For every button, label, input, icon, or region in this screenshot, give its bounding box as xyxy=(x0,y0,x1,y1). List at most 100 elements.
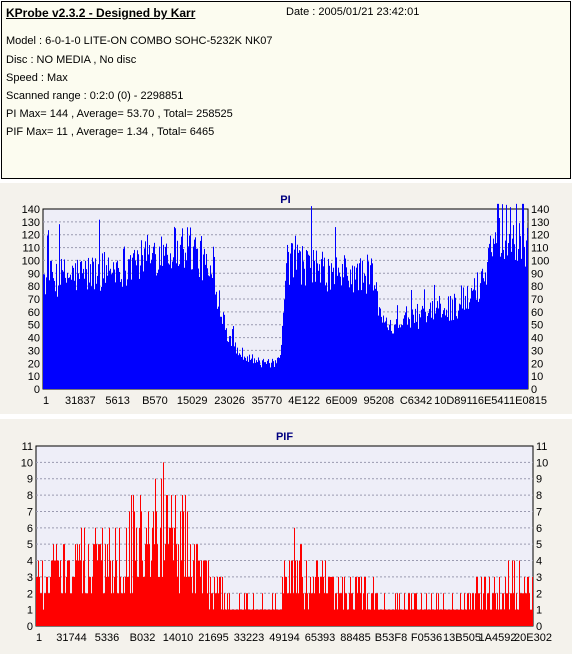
pif-bar xyxy=(296,593,297,626)
pif-bar xyxy=(292,560,293,626)
pif-bar xyxy=(176,544,177,626)
pif-bar xyxy=(424,609,425,626)
pi-bar xyxy=(446,309,447,389)
pi-bar xyxy=(136,265,137,389)
pif-bar xyxy=(523,593,524,626)
pi-bar xyxy=(292,243,293,389)
pif-bar xyxy=(359,576,360,626)
pif-bar xyxy=(525,593,526,626)
pi-xtick: 1 xyxy=(43,395,49,407)
pif-bar xyxy=(293,593,294,626)
pif-bar xyxy=(332,576,333,626)
pi-xtick: 35770 xyxy=(252,395,283,407)
pif-bar xyxy=(88,544,89,626)
pi-bar xyxy=(518,248,519,389)
pif-bar xyxy=(271,609,272,626)
pi-bar xyxy=(466,308,467,389)
pi-bar xyxy=(154,242,155,389)
pif-bar xyxy=(511,593,512,626)
pi-xtick: 10D891 xyxy=(434,395,473,407)
pif-bar xyxy=(371,593,372,626)
pi-bar xyxy=(441,317,442,389)
pif-bar xyxy=(402,609,403,626)
pif-bar xyxy=(144,576,145,626)
pi-bar xyxy=(295,235,296,389)
pif-bar xyxy=(137,576,138,626)
pif-bar xyxy=(265,609,266,626)
pif-bar xyxy=(39,576,40,626)
pi-bar xyxy=(219,290,220,389)
pi-ytick-right: 80 xyxy=(531,281,543,293)
pi-bar xyxy=(239,353,240,389)
pif-ytick-left: 6 xyxy=(27,523,33,535)
pif-bar xyxy=(357,593,358,626)
pif-bar xyxy=(217,576,218,626)
pif-bar xyxy=(234,609,235,626)
pi-bar xyxy=(157,272,158,389)
pif-bar xyxy=(226,609,227,626)
pif-bar xyxy=(134,511,135,626)
pif-xtick: 5336 xyxy=(95,632,119,644)
pif-bar xyxy=(242,609,243,626)
pif-bar xyxy=(489,576,490,626)
pif-bar xyxy=(65,593,66,626)
pi-bar xyxy=(276,363,277,389)
pif-bar xyxy=(100,544,101,626)
pif-bar xyxy=(157,544,158,626)
pif-bar xyxy=(429,609,430,626)
pi-bar xyxy=(159,246,160,389)
pi-bar xyxy=(381,316,382,389)
pif-bar xyxy=(379,609,380,626)
pif-bar xyxy=(422,609,423,626)
pif-bar xyxy=(95,527,96,626)
pif-bar xyxy=(211,593,212,626)
pi-bar xyxy=(364,273,365,389)
pi-bar xyxy=(465,295,466,389)
pi-bar xyxy=(81,261,82,389)
pi-bar xyxy=(222,323,223,389)
pi-bar xyxy=(52,271,53,389)
pif-xtick: 49194 xyxy=(269,632,300,644)
pi-bar xyxy=(85,260,86,389)
pif-bar xyxy=(510,593,511,626)
pi-bar xyxy=(299,250,300,389)
pif-bar xyxy=(421,593,422,626)
pif-bar xyxy=(251,609,252,626)
pif-bar xyxy=(46,576,47,626)
pif-bar xyxy=(229,593,230,626)
pi-bar xyxy=(296,269,297,389)
pi-ytick-left: 30 xyxy=(28,345,40,357)
pif-bar xyxy=(216,593,217,626)
pi-bar xyxy=(151,259,152,389)
pi-bar xyxy=(60,284,61,389)
info-panel: KProbe v2.3.2 - Designed by Karr Date : … xyxy=(1,1,571,179)
pif-bar xyxy=(173,560,174,626)
pi-chart-panel: PI 0 0 10 10 20 20 30 30 40 40 50 50 60 60 70 70 80 80 90 90… xyxy=(0,183,572,414)
pif-bar xyxy=(414,593,415,626)
pi-bar xyxy=(459,303,460,389)
pi-ytick-left: 10 xyxy=(28,371,40,383)
pif-bar xyxy=(363,593,364,626)
pif-bar xyxy=(419,609,420,626)
pi-bar xyxy=(288,251,289,389)
pi-bar xyxy=(146,260,147,389)
pif-bar xyxy=(193,560,194,626)
pif-bar xyxy=(223,609,224,626)
pi-bar xyxy=(167,254,168,389)
pi-bar xyxy=(294,249,295,389)
pif-bar xyxy=(361,576,362,626)
pi-bar xyxy=(177,240,178,389)
pi-bar xyxy=(72,265,73,389)
pif-bar xyxy=(168,544,169,626)
pi-bar xyxy=(327,291,328,389)
pi-bar xyxy=(279,358,280,389)
pif-bar xyxy=(184,576,185,626)
pif-bar xyxy=(192,593,193,626)
pif-bar xyxy=(417,609,418,626)
pif-bar xyxy=(495,593,496,626)
pi-bar xyxy=(511,251,512,389)
pi-bar xyxy=(98,264,99,389)
pif-xtick: 13B505 xyxy=(443,632,481,644)
pif-bar xyxy=(204,560,205,626)
pif-bar xyxy=(392,609,393,626)
